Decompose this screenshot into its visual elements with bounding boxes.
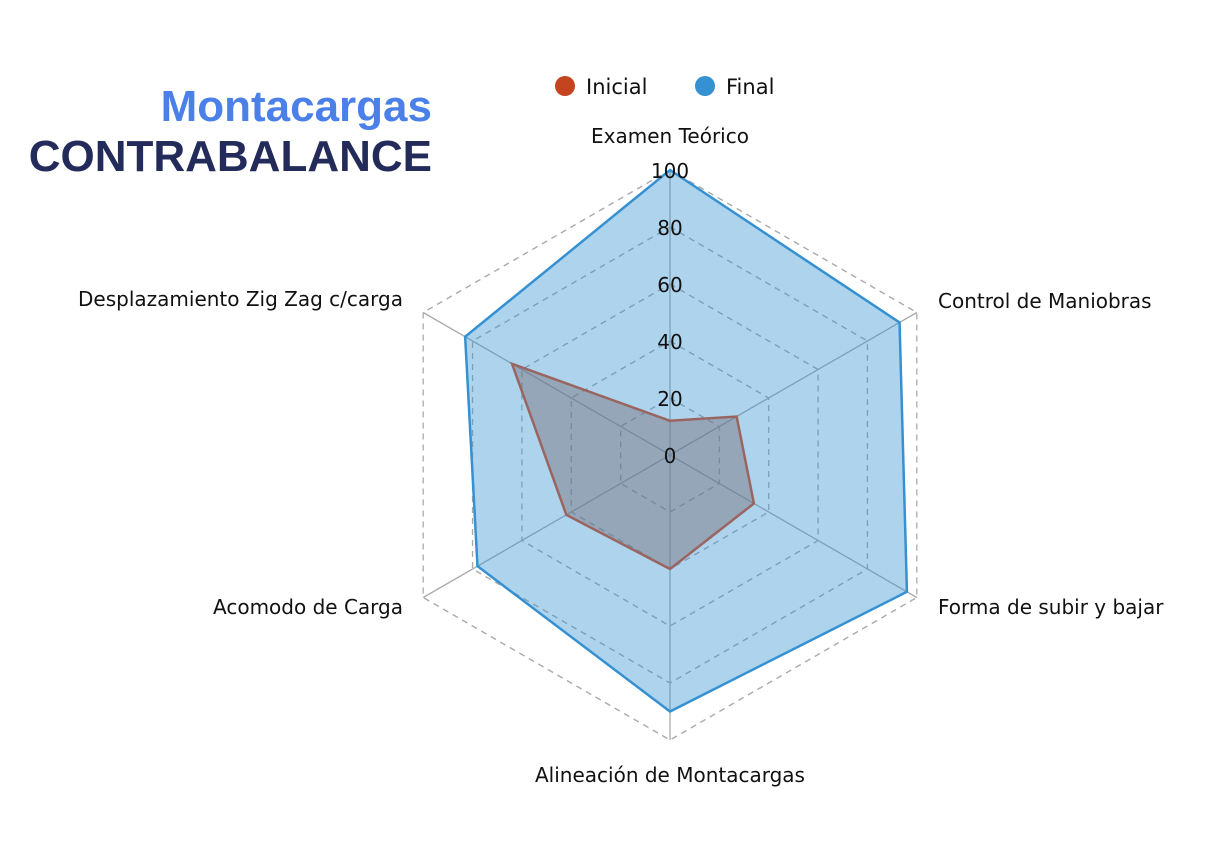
legend-marker-inicial — [555, 76, 575, 96]
legend: Inicial Final — [555, 75, 774, 99]
tick-label: 40 — [657, 330, 682, 354]
axis-label: Acomodo de Carga — [213, 595, 403, 619]
title-line1: Montacargas — [160, 82, 432, 131]
series-final — [463, 168, 909, 713]
axis-label: Control de Maniobras — [938, 289, 1152, 313]
axis-label: Examen Teórico — [591, 124, 749, 148]
tick-label: 100 — [651, 159, 689, 183]
tick-label: 0 — [664, 444, 677, 468]
axis-line — [669, 454, 918, 599]
tick-label: 80 — [657, 216, 682, 240]
axis-label: Forma de subir y bajar — [938, 595, 1164, 619]
legend-label-inicial: Inicial — [586, 75, 647, 99]
tick-label: 60 — [657, 273, 682, 297]
series-inicial — [509, 361, 756, 571]
axis-line — [669, 311, 918, 456]
legend-label-final: Final — [726, 75, 774, 99]
axis-label: Desplazamiento Zig Zag c/carga — [78, 287, 403, 311]
tick-label: 20 — [657, 387, 682, 411]
axis-line — [422, 454, 671, 599]
axis-label: Alineación de Montacargas — [535, 763, 805, 787]
legend-marker-final — [695, 76, 715, 96]
title-line2: CONTRABALANCE — [28, 132, 432, 181]
